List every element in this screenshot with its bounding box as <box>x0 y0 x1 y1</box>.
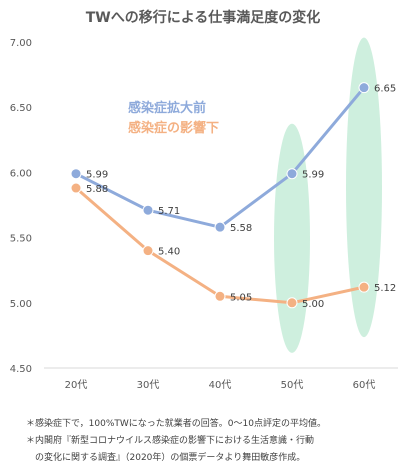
y-tick-label: 4.50 <box>10 364 32 375</box>
data-label: 5.05 <box>230 292 252 303</box>
y-tick-label: 5.50 <box>10 234 32 245</box>
data-label: 5.99 <box>86 170 108 181</box>
data-label: 5.99 <box>302 170 324 181</box>
footnote-3: の変化に関する調査』（2020年）の個票データより舞田敏彦作成。 <box>26 453 306 463</box>
data-point <box>70 168 82 180</box>
y-tick-label: 7.00 <box>10 38 32 49</box>
data-label: 5.71 <box>158 206 180 217</box>
x-tick-label: 50代 <box>281 379 304 391</box>
data-point <box>70 182 82 194</box>
x-tick-label: 30代 <box>137 379 160 391</box>
footnote-1: ＊感染症下で，100%TWになった就業者の回答。0〜10点評定の平均値。 <box>26 419 326 429</box>
series-line-1 <box>74 186 366 305</box>
data-point <box>358 281 370 293</box>
footnotes: ＊感染症下で，100%TWになった就業者の回答。0〜10点評定の平均値。 ＊内閣… <box>26 416 404 467</box>
y-tick-label: 6.50 <box>10 103 32 114</box>
chart-title: TWへの移行による仕事満足度の変化 <box>86 9 321 26</box>
y-tick-label: 5.00 <box>10 299 32 310</box>
footnote-2: ＊内閣府『新型コロナウイルス感染症の影響下における生活意識・行動 <box>26 436 315 446</box>
x-tick-label: 40代 <box>209 379 232 391</box>
series-line-0 <box>74 86 366 229</box>
data-label: 5.88 <box>86 184 108 195</box>
data-point <box>214 290 226 302</box>
legend-label-1: 感染症の影響下 <box>128 120 219 136</box>
data-label: 5.12 <box>374 283 396 294</box>
data-point <box>214 221 226 233</box>
data-label: 6.65 <box>374 84 396 95</box>
data-point <box>358 82 370 94</box>
highlight-ellipse-4 <box>346 37 382 338</box>
x-tick-label: 20代 <box>65 379 88 391</box>
data-label: 5.40 <box>158 247 180 258</box>
data-point <box>286 297 298 309</box>
data-point <box>142 204 154 216</box>
y-tick-label: 6.00 <box>10 168 32 179</box>
data-point <box>286 168 298 180</box>
data-label: 5.58 <box>230 223 252 234</box>
legend-label-0: 感染症拡大前 <box>128 100 206 116</box>
data-label: 5.00 <box>302 299 324 310</box>
x-tick-label: 60代 <box>353 379 376 391</box>
data-point <box>142 245 154 257</box>
